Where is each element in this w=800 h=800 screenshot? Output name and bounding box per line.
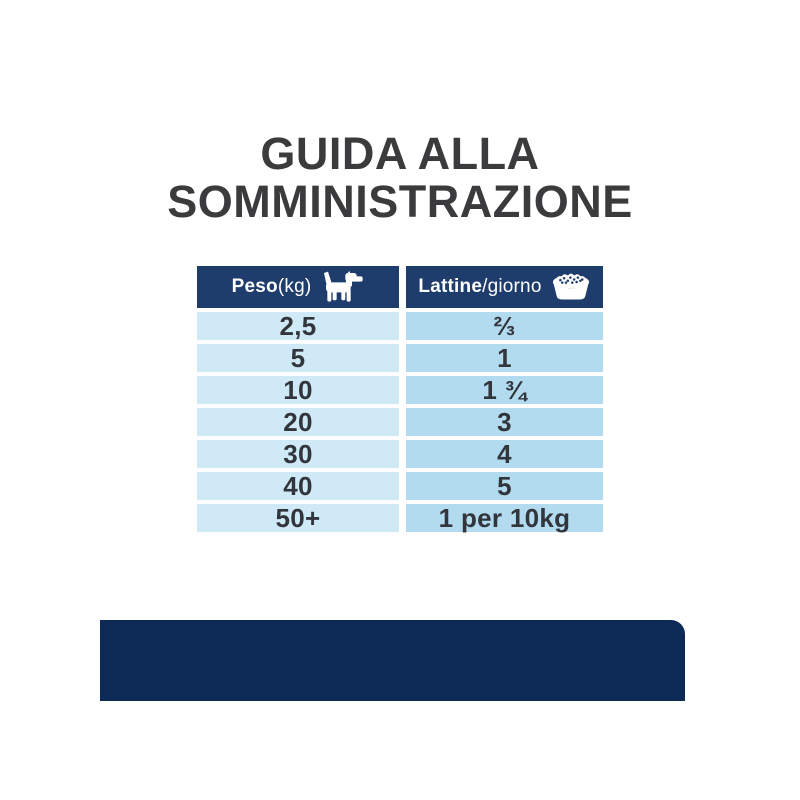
page-title-line2: SOMMINISTRAZIONE <box>167 176 633 228</box>
lattine-label-unit: /giorno <box>482 276 542 297</box>
table-row: 20 3 <box>197 407 603 437</box>
lattine-cell: 4 <box>406 439 603 469</box>
lattine-cell: 1 per 10kg <box>406 503 603 533</box>
table-row: 40 5 <box>197 471 603 501</box>
peso-cell: 10 <box>197 375 399 405</box>
table-row: 50+ 1 per 10kg <box>197 503 603 533</box>
table-row: 2,5 ⅔ <box>197 311 603 341</box>
page-title-line1: GUIDA ALLA <box>260 128 540 179</box>
lattine-cell: 1 ¾ <box>406 375 603 405</box>
dog-icon <box>324 271 364 302</box>
lattine-cell: 3 <box>406 407 603 437</box>
peso-cell: 30 <box>197 439 399 469</box>
table-row: 10 1 ¾ <box>197 375 603 405</box>
lattine-cell: ⅔ <box>406 311 603 341</box>
peso-cell: 40 <box>197 471 399 501</box>
bowl-icon <box>552 273 589 300</box>
lattine-cell: 5 <box>406 471 603 501</box>
peso-cell: 20 <box>197 407 399 437</box>
table-row: 30 4 <box>197 439 603 469</box>
table-header-row: Peso (kg) Lattine/giorno <box>197 266 603 308</box>
peso-label-bold: Peso <box>231 276 278 297</box>
column-header-peso: Peso (kg) <box>197 266 399 308</box>
feeding-table: Peso (kg) Lattine/giorno <box>197 266 603 533</box>
peso-cell: 2,5 <box>197 311 399 341</box>
peso-cell: 5 <box>197 343 399 373</box>
footer-brand-bar <box>100 620 685 701</box>
peso-cell: 50+ <box>197 503 399 533</box>
lattine-cell: 1 <box>406 343 603 373</box>
peso-label-unit: (kg) <box>277 276 312 297</box>
table-row: 5 1 <box>197 343 603 373</box>
page-title: GUIDA ALLA SOMMINISTRAZIONE <box>0 128 800 228</box>
lattine-label-bold: Lattine <box>418 276 483 297</box>
column-header-lattine: Lattine/giorno <box>406 266 603 308</box>
